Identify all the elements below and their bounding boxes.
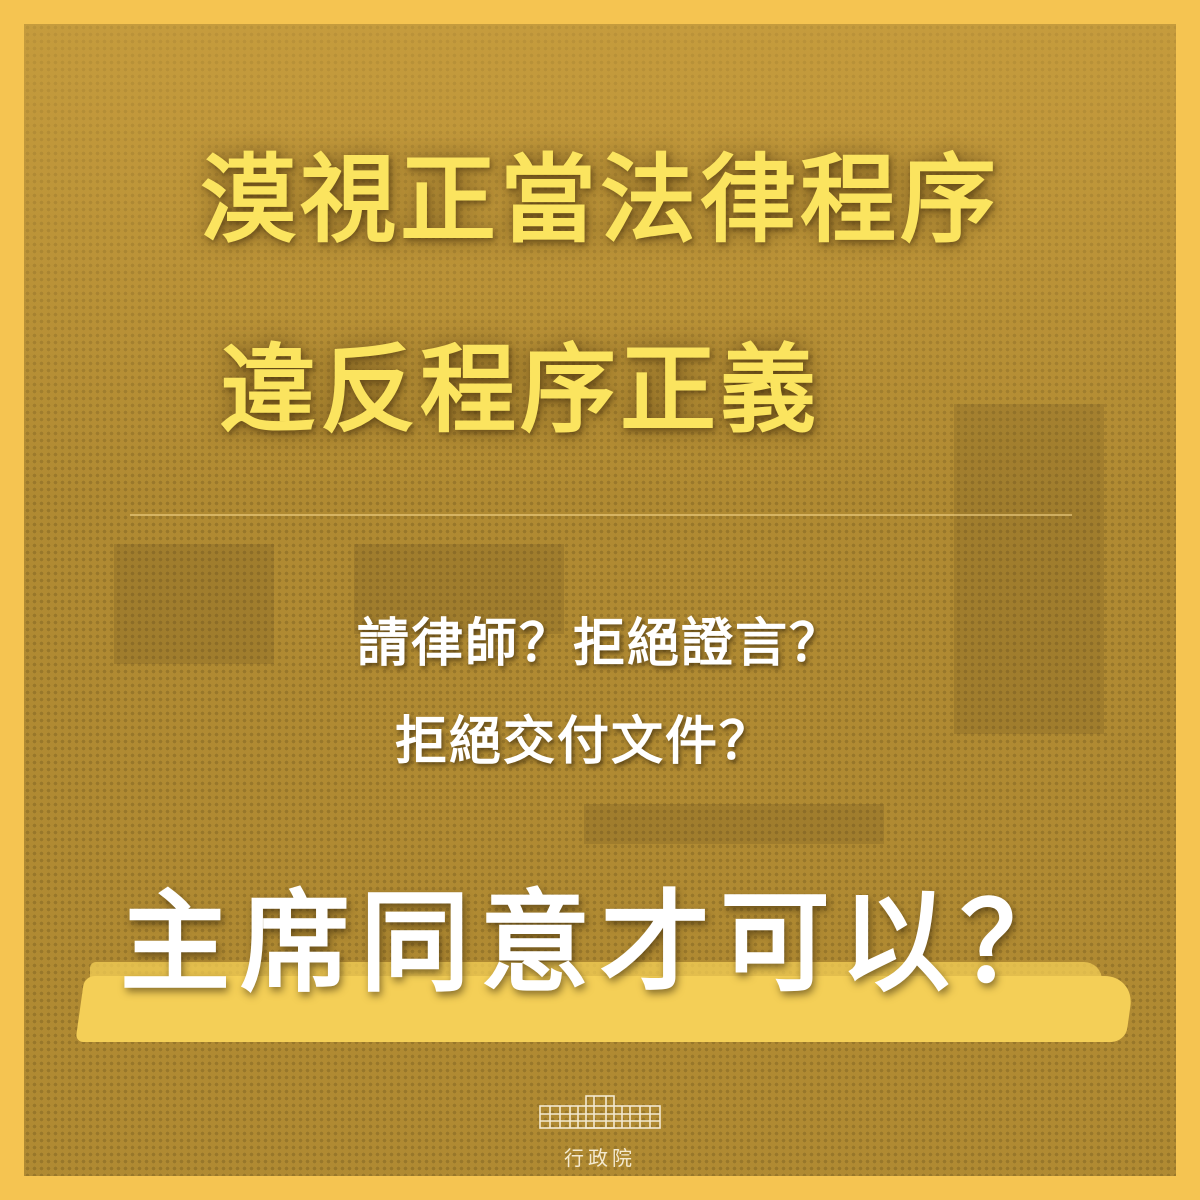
background-building-block — [954, 404, 1104, 734]
executive-yuan-building-icon — [536, 1092, 664, 1132]
top-glow — [24, 24, 1176, 504]
poster-panel: 漠視正當法律程序 違反程序正義 請律師？拒絕證言？ 拒絕交付文件？ 主席同意才可… — [24, 24, 1176, 1176]
background-building-block — [354, 544, 564, 634]
headline-line-2: 違反程序正義 — [220, 334, 820, 446]
punchline: 主席同意才可以？ — [120, 879, 1080, 1007]
divider — [130, 514, 1072, 516]
background-building-block — [584, 804, 884, 844]
headline-line-1: 漠視正當法律程序 — [200, 144, 1000, 256]
question-line-2: 拒絕交付文件？ — [394, 712, 773, 772]
background-building-block — [114, 544, 274, 664]
logo-name: 行政院 — [564, 1146, 636, 1170]
question-line-1: 請律師？拒絕證言？ — [356, 614, 843, 674]
